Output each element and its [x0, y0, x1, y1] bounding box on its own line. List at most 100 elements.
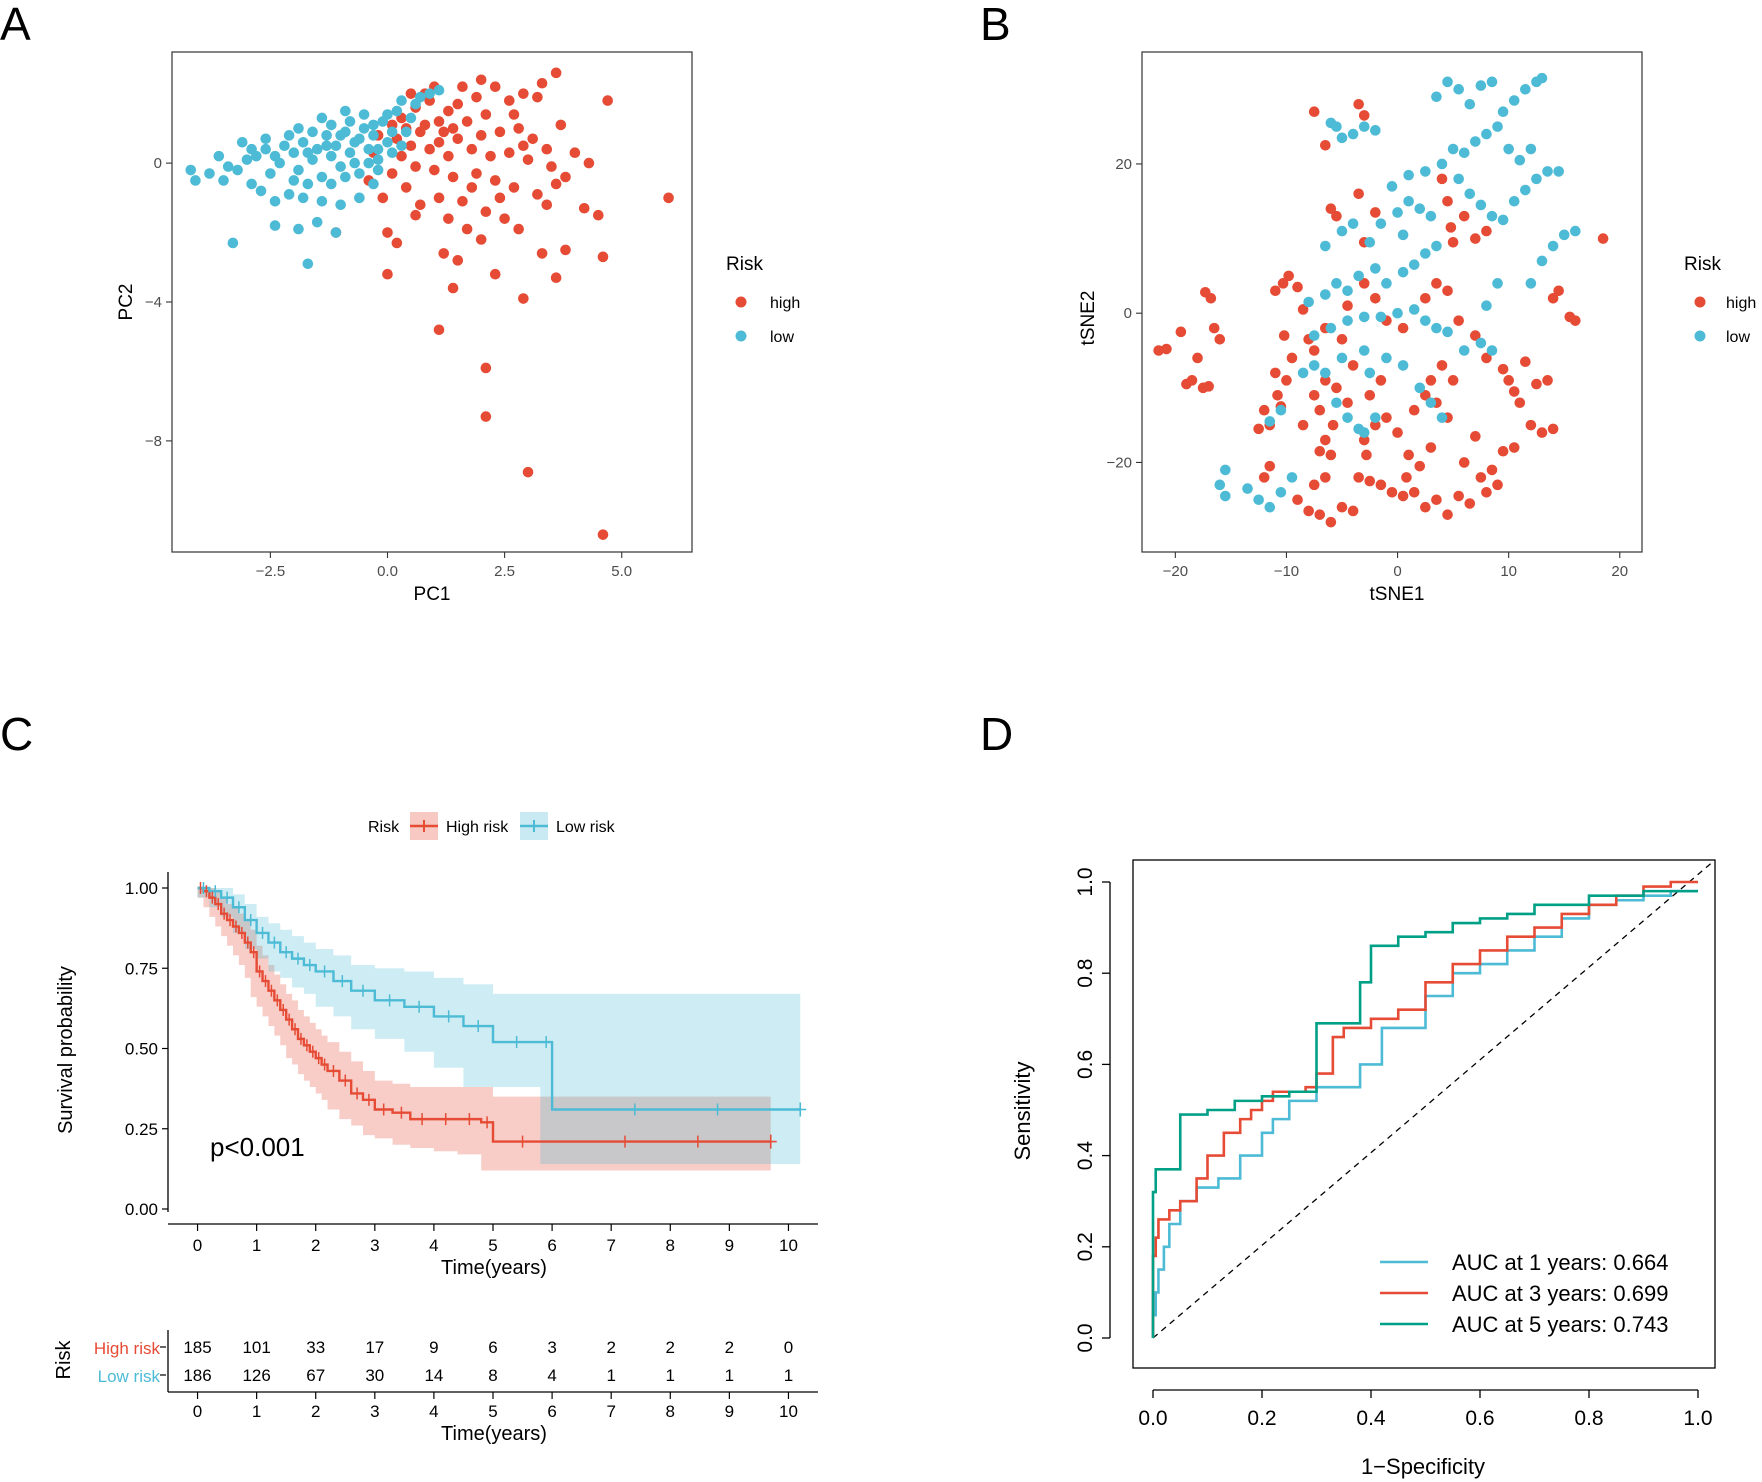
panel-a-point-low [386, 147, 398, 158]
panel-b-point-low [1408, 304, 1420, 315]
panel-a-points [185, 67, 674, 540]
risk-table-low-label: Low risk [98, 1367, 161, 1386]
panel-b-point-high [1314, 445, 1326, 457]
panel-b-point-low [1264, 501, 1276, 513]
km-x-tick-label: 7 [606, 1236, 615, 1255]
panel-a-point-high [555, 119, 567, 131]
panel-b-legend-low-marker [1694, 330, 1706, 342]
panel-c-letter: C [0, 708, 33, 760]
panel-a-point-high [489, 268, 501, 280]
km-y-tick-label: 0.75 [125, 959, 158, 978]
panel-a-legend-high-label: high [770, 295, 800, 312]
km-x-tick-label: 4 [429, 1236, 438, 1255]
panel-b-point-low [1392, 307, 1403, 319]
panel-b-point-low [1286, 472, 1298, 483]
panel-a-point-low [330, 227, 342, 238]
panel-b-point-high [1392, 427, 1403, 438]
panel-a-point-high [550, 67, 562, 79]
panel-a-point-low [232, 164, 243, 176]
panel-a-point-low [283, 130, 295, 141]
panel-b-point-high [1364, 475, 1376, 487]
panel-b-point-low [1492, 121, 1503, 132]
panel-a-point-high [499, 213, 510, 224]
panel-a-point-low [391, 105, 403, 117]
panel-b-point-high [1447, 375, 1459, 386]
panel-a-point-low [344, 116, 356, 127]
panel-b-point-high [1497, 445, 1509, 457]
panel-d: D 0.0 0.2 0.4 0.6 0.8 1.0 0.0 0.2 0.4 0.6 0.8 1.0 1… [980, 708, 1716, 1479]
panel-b-point-low [1358, 121, 1370, 132]
risk-table-x-tick-label: 8 [666, 1402, 675, 1421]
panel-a-point-low [213, 150, 225, 162]
panel-b-point-high [1336, 501, 1348, 513]
panel-a-point-low [260, 143, 271, 155]
panel-a-point-low [190, 175, 201, 186]
panel-a-point-low [382, 109, 393, 120]
panel-a-point-low [302, 147, 314, 158]
panel-b-point-high [1347, 505, 1359, 517]
panel-a-x-tick-label: 2.5 [494, 563, 515, 580]
panel-b-point-low [1464, 188, 1476, 200]
panel-a-point-low [255, 185, 267, 197]
panel-b-point-low [1520, 184, 1531, 196]
panel-a-point-high [410, 209, 421, 221]
panel-b-point-low [1558, 229, 1570, 241]
panel-a-point-high [433, 136, 445, 148]
risk-table-high-count: 2 [606, 1338, 615, 1357]
panel-a-point-low [288, 175, 300, 186]
roc-y-tick-label: 0.0 [1074, 1323, 1097, 1352]
panel-a-point-high [471, 91, 482, 103]
panel-a-point-low [316, 196, 328, 207]
risk-table-high-count: 6 [488, 1338, 497, 1357]
panel-b-point-high [1470, 330, 1481, 341]
panel-b-point-high [1342, 300, 1353, 312]
panel-d-letter: D [980, 708, 1013, 760]
panel-b-point-low [1397, 266, 1409, 278]
panel-b-point-high [1270, 367, 1281, 379]
roc-x-tick-label: 0.0 [1138, 1407, 1167, 1430]
panel-c-legend-low-label: Low risk [556, 819, 616, 836]
panel-a-point-low [283, 189, 295, 200]
panel-a-point-high [480, 109, 492, 120]
panel-b-point-low [1297, 367, 1309, 379]
panel-a-point-low [236, 136, 248, 148]
km-x-tick-label: 6 [547, 1236, 556, 1255]
panel-c-p-value: p<0.001 [210, 1132, 305, 1162]
panel-a-point-high [447, 282, 459, 294]
panel-a-point-high [508, 182, 520, 193]
panel-b-point-high [1370, 419, 1381, 431]
panel-b-point-low [1358, 311, 1370, 323]
panel-b-point-high [1331, 210, 1342, 222]
panel-a-point-high [443, 105, 454, 117]
panel-b-point-low [1403, 195, 1414, 207]
panel-a-y-tick-label: −8 [145, 433, 162, 450]
panel-b-point-high [1370, 207, 1381, 218]
panel-a-point-low [204, 168, 215, 179]
panel-a-y-axis: 0 −4 −8 [145, 155, 172, 450]
panel-b-point-low [1320, 367, 1331, 379]
panel-b-point-high [1353, 472, 1364, 483]
panel-b-point-low [1531, 173, 1542, 185]
risk-table-x-tick-label: 2 [311, 1402, 320, 1421]
panel-a-point-low [227, 237, 239, 249]
panel-b-point-high [1342, 397, 1353, 409]
panel-b-point-high [1320, 375, 1331, 386]
panel-a-x-axis: −2.5 0.0 2.5 5.0 [256, 552, 632, 580]
risk-table-low-count: 14 [424, 1366, 443, 1385]
panel-b-x-label: tSNE1 [1370, 584, 1425, 605]
km-x-tick-label: 3 [370, 1236, 379, 1255]
roc-y-tick-label: 1.0 [1074, 867, 1097, 896]
panel-b-point-high [1420, 501, 1431, 513]
panel-d-axes: 0.0 0.2 0.4 0.6 0.8 1.0 0.0 0.2 0.4 0.6 0.8 1.0 [1074, 867, 1713, 1430]
panel-a-point-low [354, 133, 365, 145]
panel-b-point-low [1342, 412, 1353, 423]
panel-a-point-high [475, 74, 487, 86]
panel-b: B −20 −10 0 10 20 20 0 −20 tSNE1 tSNE2 Risk hi… [980, 0, 1756, 605]
panel-b-point-low [1486, 76, 1498, 88]
risk-table-low-count: 1 [725, 1366, 734, 1385]
panel-b-point-low [1370, 412, 1381, 423]
panel-b-y-label: tSNE2 [1078, 291, 1099, 346]
panel-b-point-high [1320, 139, 1331, 151]
risk-table-high-label: High risk [94, 1339, 161, 1358]
